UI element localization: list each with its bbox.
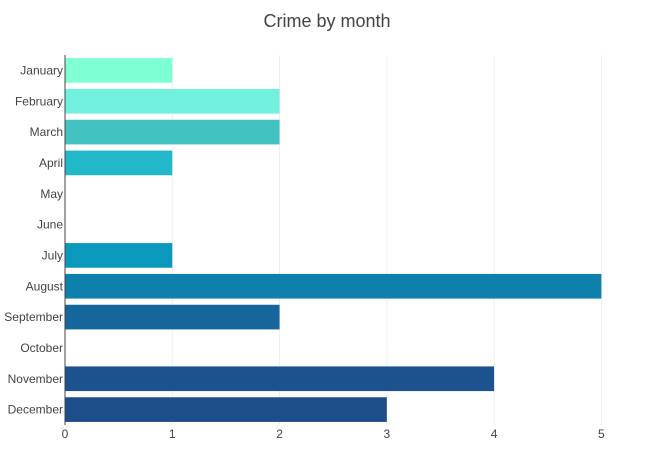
y-tick-label-march: March <box>30 125 63 139</box>
bar-august <box>65 273 602 299</box>
bar-february <box>65 88 280 114</box>
bar-april <box>65 150 173 176</box>
x-tick-label-4: 4 <box>491 427 498 441</box>
x-tick-label-0: 0 <box>62 427 69 441</box>
x-tick-labels: 0 1 2 3 4 5 <box>62 427 605 441</box>
grid-lines <box>171 55 602 425</box>
chart-title: Crime by month <box>263 11 390 31</box>
y-tick-label-july: July <box>42 248 63 262</box>
x-tick-label-5: 5 <box>598 427 605 441</box>
bar-july <box>65 243 173 268</box>
y-tick-label-february: February <box>15 94 63 108</box>
y-tick-label-august: August <box>26 279 64 293</box>
y-tick-label-september: September <box>4 310 63 324</box>
y-tick-label-may: May <box>40 187 63 201</box>
y-tick-label-january: January <box>20 63 63 77</box>
y-tick-label-november: November <box>8 372 63 386</box>
y-tick-labels: January February March April May June July Augu… <box>4 63 63 416</box>
y-tick-label-april: April <box>39 156 63 170</box>
bars <box>65 58 602 422</box>
y-tick-label-june: June <box>37 218 63 232</box>
bar-january <box>65 58 173 83</box>
y-tick-label-october: October <box>20 341 63 355</box>
bar-december <box>65 397 387 422</box>
x-tick-label-1: 1 <box>169 427 176 441</box>
x-tick-label-3: 3 <box>383 427 390 441</box>
y-tick-label-december: December <box>8 403 63 417</box>
bar-march <box>65 119 280 145</box>
x-tick-label-2: 2 <box>276 427 283 441</box>
bar-november <box>65 366 495 392</box>
bar-september <box>65 304 280 330</box>
